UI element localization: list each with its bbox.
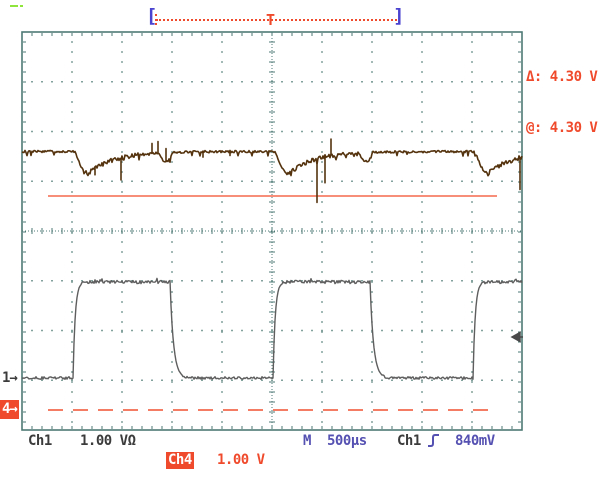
ch4-label-badge[interactable]: Ch4	[166, 452, 194, 469]
trigger-level-arrow-icon[interactable]	[510, 331, 523, 343]
trigger-right-bracket[interactable]: ]	[393, 5, 405, 27]
ch1-scale-readout[interactable]: 1.00 VΩ	[80, 433, 136, 449]
trigger-source-readout[interactable]: Ch1	[397, 433, 421, 449]
run-indicator-icon	[10, 5, 18, 7]
delta-voltage-readout: Δ: 4.30 V	[526, 69, 598, 85]
grid-center-ticks	[31, 41, 513, 423]
trigger-bar-line	[156, 19, 397, 21]
run-indicator-icon	[20, 5, 23, 7]
ch4-ground-marker[interactable]: 4→	[0, 400, 19, 419]
graticule-edge-ticks	[23, 33, 521, 429]
timebase-label: M	[303, 433, 311, 449]
trigger-left-bracket[interactable]: [	[146, 5, 158, 27]
ch4-trace[interactable]	[21, 138, 523, 204]
at-voltage-readout: @: 4.30 V	[526, 120, 598, 136]
trigger-t-marker[interactable]: T	[266, 11, 276, 29]
ch1-ground-marker[interactable]: 1→	[2, 370, 18, 386]
ch4-scale-readout[interactable]: 1.00 V	[217, 452, 265, 468]
trigger-level-readout[interactable]: 840mV	[455, 433, 495, 449]
ch1-label[interactable]: Ch1	[28, 433, 52, 449]
ch1-trace[interactable]	[21, 277, 523, 380]
timebase-readout[interactable]: 500µs	[327, 433, 367, 449]
graticule-border	[21, 31, 523, 431]
cursor-measurements: Δ: 4.30 V @: 4.30 V	[526, 35, 598, 171]
trigger-slope-icon	[428, 434, 439, 447]
